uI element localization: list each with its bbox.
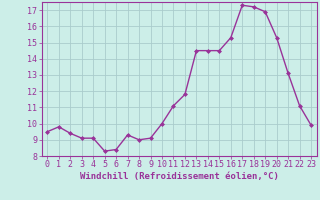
X-axis label: Windchill (Refroidissement éolien,°C): Windchill (Refroidissement éolien,°C) xyxy=(80,172,279,181)
